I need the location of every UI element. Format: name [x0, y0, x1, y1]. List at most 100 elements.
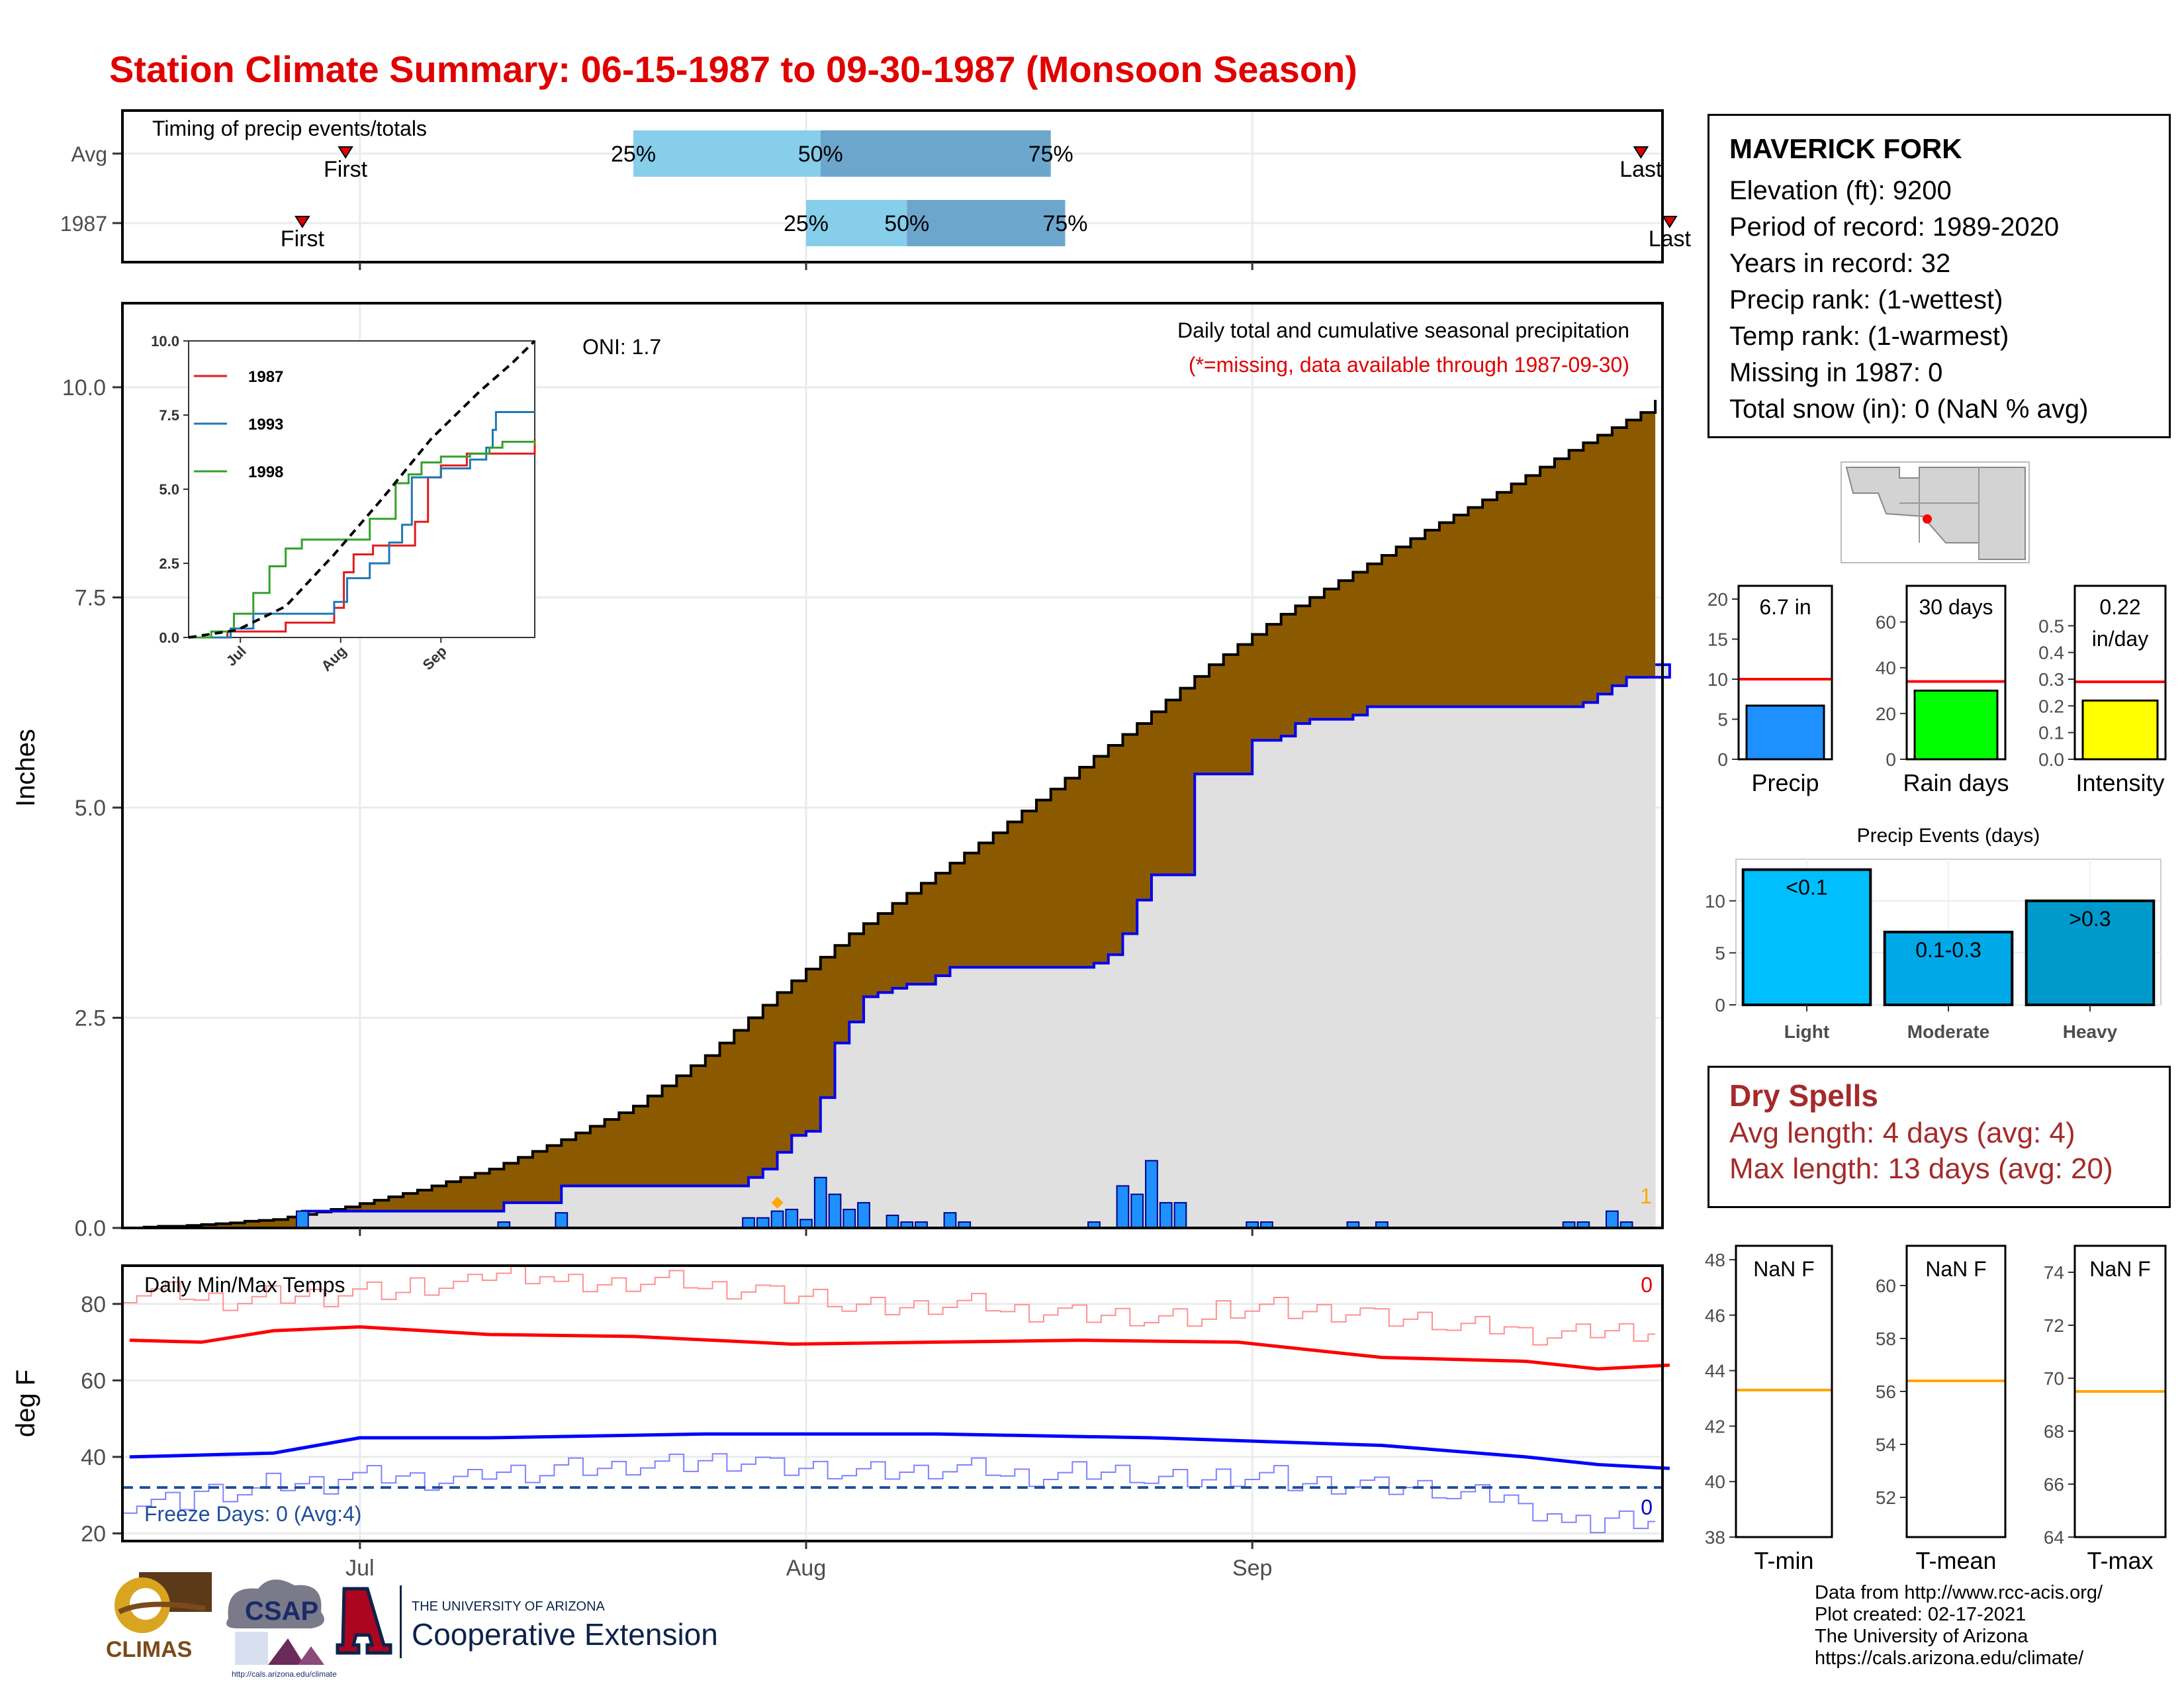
- station-period: Period of record: 1989-2020: [1729, 212, 2060, 242]
- event-bar-label: >0.3: [2069, 907, 2111, 931]
- season-ytick-label: 40: [1876, 658, 1896, 679]
- season-frame: [2073, 585, 2167, 761]
- first-label: First: [324, 157, 368, 182]
- season-bars: 0 5 10 15 20 6.7 in Precip 0 20 40 60 30 days Rain d…: [1707, 585, 2167, 796]
- svg-text:CLIMAS: CLIMAS: [106, 1637, 192, 1662]
- missing-marker: [771, 1196, 784, 1209]
- season-label: Intensity: [2075, 769, 2164, 796]
- season-ytick-label: 0.2: [2038, 696, 2064, 716]
- inset-average-line: [188, 340, 536, 639]
- events-ytick-label: 10: [1705, 891, 1725, 912]
- inset-series-line: [189, 440, 536, 639]
- q25-label: 25%: [611, 142, 656, 167]
- event-category: Heavy: [2063, 1021, 2118, 1042]
- tbar-ytick-label: 60: [1876, 1276, 1896, 1296]
- locator-map: [1841, 461, 2030, 563]
- tbar-label: T-mean: [1915, 1547, 1996, 1574]
- daily-precip-bar: [813, 1176, 827, 1229]
- station-name: MAVERICK FORK: [1729, 133, 1962, 164]
- inset-xtick-label: Sep: [420, 643, 450, 673]
- season-value-bar: [2081, 699, 2159, 761]
- precip-corner-count: 1: [1640, 1184, 1652, 1208]
- svg-text:Cooperative Extension: Cooperative Extension: [412, 1617, 718, 1652]
- credit-date: Plot created: 02-17-2021: [1815, 1604, 2026, 1625]
- season-value-bar: [1913, 689, 1999, 761]
- season-value-label: 6.7 in: [1759, 595, 1811, 619]
- timing-title: Timing of precip events/totals: [152, 117, 427, 140]
- tbar-ytick-label: 68: [2044, 1421, 2064, 1442]
- tbar-ytick-label: 38: [1705, 1527, 1725, 1548]
- observed-cumulative-line: [129, 663, 1671, 1229]
- season-label: Precip: [1751, 769, 1819, 796]
- daily-precip-bar: [828, 1194, 842, 1229]
- temps-title: Daily Min/Max Temps: [144, 1273, 345, 1297]
- tbar-ytick-label: 52: [1876, 1487, 1896, 1508]
- station-snow: Total snow (in): 0 (NaN % avg): [1729, 395, 2089, 424]
- station-info-box: MAVERICK FORK Elevation (ft): 9200 Perio…: [1707, 114, 2171, 438]
- svg-text:THE UNIVERSITY OF ARIZONA: THE UNIVERSITY OF ARIZONA: [412, 1599, 606, 1614]
- season-ytick-label: 10: [1707, 669, 1728, 690]
- tbar-ytick-label: 72: [2044, 1315, 2064, 1336]
- tbar-value-label: NaN F: [1753, 1257, 1814, 1281]
- observed-tmax-line: [122, 1266, 1656, 1346]
- last-label: Last: [1619, 157, 1662, 182]
- tbar-ytick-label: 40: [1705, 1472, 1725, 1492]
- inset-legend-label: 1987: [248, 368, 283, 386]
- dry-spells-avg: Avg length: 4 days (avg: 4): [1729, 1117, 2075, 1149]
- station-missing: Missing in 1987: 0: [1729, 358, 1943, 387]
- season-label: Rain days: [1903, 769, 2009, 796]
- events-ytick-label: 0: [1715, 995, 1725, 1015]
- event-category: Moderate: [1907, 1021, 1989, 1042]
- tbar-ytick-label: 66: [2044, 1474, 2064, 1495]
- station-elevation: Elevation (ft): 9200: [1729, 176, 1952, 205]
- event-bar: [2025, 899, 2156, 1007]
- inset-xtick-label: Jul: [223, 643, 250, 669]
- tbar-ytick-label: 70: [2044, 1368, 2064, 1389]
- season-ytick-label: 0.3: [2038, 669, 2064, 690]
- last-marker: [1662, 216, 1678, 228]
- season-ytick-label: 5: [1717, 710, 1728, 730]
- season-ytick-label: 60: [1876, 612, 1896, 633]
- tbar-ytick-label: 54: [1876, 1434, 1896, 1455]
- inset-series-line: [224, 438, 536, 639]
- season-ytick-label: 0: [1717, 749, 1728, 770]
- precip-ytick-label: 2.5: [75, 1006, 106, 1031]
- quartile-box-low: [806, 200, 907, 246]
- timing-row-label: 1987: [60, 212, 107, 236]
- oni-label: ONI: 1.7: [582, 335, 661, 359]
- inset-series-line: [189, 411, 535, 639]
- tbar-value-label: NaN F: [2089, 1257, 2150, 1281]
- map-borders: [1899, 467, 1979, 559]
- tmin-count: 0: [1641, 1495, 1653, 1519]
- tbar-frame: [1735, 1244, 1833, 1538]
- quartile-box-high: [907, 200, 1066, 246]
- tbar-ytick-label: 64: [2044, 1527, 2064, 1548]
- temp-bars: 38 40 42 44 46 48 NaN F T-min 52 54 56 58 60 NaN F T-m…: [1705, 1244, 2167, 1574]
- csap-logo: CSAP http://cals.arizona.edu/climate: [226, 1579, 337, 1678]
- event-bar-label: 0.1-0.3: [1915, 938, 1981, 962]
- q75-label: 75%: [1042, 211, 1087, 236]
- station-years: Years in record: 32: [1729, 249, 1951, 278]
- page-title: Station Climate Summary: 06-15-1987 to 0…: [109, 48, 1357, 90]
- inset-ytick-label: 10.0: [151, 333, 179, 350]
- temps-ytick-label: 20: [81, 1521, 106, 1546]
- season-value-label: in/day: [2092, 627, 2148, 651]
- timing-chart: 25% 50% 75% First Last Avg 25% 50% 75% First Last 1…: [60, 109, 1692, 270]
- daily-precip-bar: [1145, 1160, 1158, 1229]
- svg-text:CSAP: CSAP: [245, 1597, 318, 1626]
- season-ytick-label: 20: [1876, 704, 1896, 724]
- events-ytick-label: 5: [1715, 943, 1725, 963]
- temps-frame: [121, 1264, 1664, 1542]
- precip-subtitle: (*=missing, data available through 1987-…: [1189, 353, 1629, 377]
- daily-precip-bar: [842, 1209, 856, 1229]
- average-tmin-line: [129, 1432, 1670, 1470]
- first-label: First: [281, 226, 325, 252]
- tbar-ytick-label: 56: [1876, 1382, 1896, 1402]
- station-temp-rank: Temp rank: (1-warmest): [1729, 322, 2009, 351]
- event-category: Light: [1784, 1021, 1829, 1042]
- quartile-box-low: [633, 130, 821, 177]
- inset-frame: [188, 340, 535, 638]
- dry-spells-box: Dry Spells Avg length: 4 days (avg: 4) M…: [1707, 1066, 2171, 1208]
